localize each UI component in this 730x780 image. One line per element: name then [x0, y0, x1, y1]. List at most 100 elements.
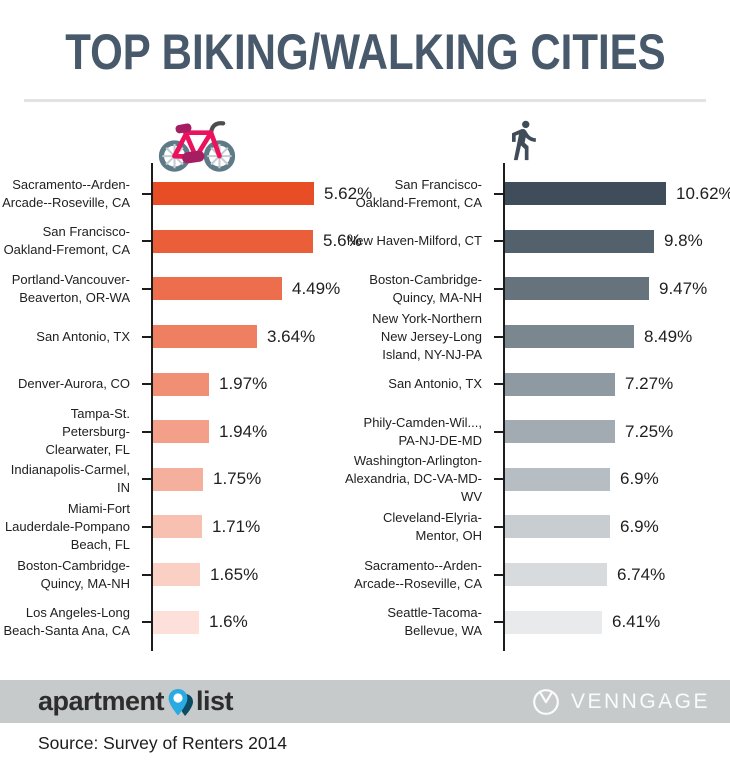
axis-tick-mark: [494, 573, 503, 576]
biking-chart-header: [0, 110, 365, 172]
value-bar: [153, 563, 200, 587]
category-label: San Francisco-Oakland-Fremont, CA: [3, 224, 130, 258]
value-bar: [153, 325, 257, 349]
venngage-logo[interactable]: VENNGAGE: [531, 687, 710, 717]
axis-tick-mark: [494, 240, 503, 243]
chart-row: Denver-Aurora, CO 1.97%: [0, 360, 365, 408]
category-label: Phily-Camden-Wil..., PA-NJ-DE-MD: [363, 414, 482, 448]
category-label: Tampa-St. Petersburg-Clearwater, FL: [45, 405, 130, 457]
axis-tick-mark: [494, 525, 503, 528]
chart-row: Sacramento--Arden-Arcade--Roseville, CA 6…: [354, 551, 730, 599]
value-bar: [153, 277, 282, 301]
chart-axis-line: [503, 163, 505, 651]
value-label: 5.62%: [324, 183, 373, 203]
charts-area: Sacramento--Arden-Arcade--Roseville, CA 5…: [0, 110, 730, 651]
value-bar: [505, 325, 634, 349]
value-label: 9.8%: [664, 231, 703, 251]
chart-row: Miami-Fort Lauderdale-Pompano Beach, FL 1…: [0, 500, 365, 552]
chart-row: San Antonio, TX 3.64%: [0, 313, 365, 361]
axis-tick-mark: [142, 478, 151, 481]
value-bar: [153, 229, 313, 253]
value-label: 7.27%: [625, 374, 674, 394]
chart-row: San Antonio, TX 7.27%: [365, 360, 730, 408]
chart-row: Seattle-Tacoma-Bellevue, WA 6.41%: [365, 598, 730, 646]
category-label: Boston-Cambridge-Quincy, MA-NH: [369, 271, 482, 305]
chart-row: San Francisco-Oakland-Fremont, CA 10.62%: [356, 170, 730, 218]
value-bar: [505, 563, 607, 587]
value-label: 1.94%: [219, 421, 268, 441]
axis-tick-mark: [494, 430, 503, 433]
axis-tick-mark: [142, 192, 151, 195]
chart-row: San Francisco-Oakland-Fremont, CA 5.6%: [0, 218, 365, 266]
category-label: Miami-Fort Lauderdale-Pompano Beach, FL: [4, 500, 130, 552]
chart-row: New Haven-Milford, CT 9.8%: [347, 218, 730, 266]
biking-chart: Sacramento--Arden-Arcade--Roseville, CA 5…: [0, 110, 372, 651]
axis-tick-mark: [494, 383, 503, 386]
axis-tick-mark: [142, 525, 151, 528]
axis-tick-mark: [142, 573, 151, 576]
value-bar: [505, 420, 615, 444]
value-bar: [153, 420, 209, 444]
category-label: Portland-Vancouver-Beaverton, OR-WA: [11, 271, 130, 305]
axis-tick-mark: [142, 383, 151, 386]
category-label: San Francisco-Oakland-Fremont, CA: [355, 176, 482, 210]
value-label: 5.6%: [323, 231, 362, 251]
value-label: 1.65%: [210, 564, 259, 584]
chart-row: Tampa-St. Petersburg-Clearwater, FL 1.94%: [0, 405, 365, 457]
map-pin-icon: [163, 686, 197, 720]
apartmentlist-word-left: apartment: [38, 686, 165, 716]
walking-chart-header: [365, 110, 730, 170]
apartmentlist-word-right: list: [196, 686, 234, 716]
value-label: 6.9%: [620, 516, 659, 536]
axis-tick-mark: [494, 335, 503, 338]
venngage-circle-icon: [531, 687, 561, 717]
value-bar: [153, 182, 314, 206]
chart-axis-line: [151, 163, 153, 651]
category-label: New York-Northern New Jersey-Long Island…: [372, 310, 482, 362]
chart-row: Phily-Camden-Wil..., PA-NJ-DE-MD 7.25%: [364, 408, 730, 456]
value-label: 4.49%: [292, 278, 341, 298]
axis-tick-mark: [494, 192, 503, 195]
category-label: San Antonio, TX: [388, 376, 482, 392]
value-label: 1.71%: [212, 516, 261, 536]
biking-bars: Sacramento--Arden-Arcade--Roseville, CA 5…: [0, 163, 372, 651]
value-bar: [505, 182, 666, 206]
bicycle-icon: [158, 121, 236, 172]
category-label: Cleveland-Elyria-Mentor, OH: [383, 509, 482, 543]
value-bar: [505, 229, 654, 253]
axis-tick-mark: [494, 287, 503, 290]
value-label: 3.64%: [267, 326, 316, 346]
value-label: 10.62%: [676, 183, 730, 203]
category-label: Washington-Arlington-Alexandria, DC-VA-M…: [344, 453, 482, 505]
chart-row: Portland-Vancouver-Beaverton, OR-WA 4.49%: [0, 265, 365, 313]
page-title-text: TOP BIKING/WALKING CITIES: [64, 24, 666, 80]
apartmentlist-logo[interactable]: apartment list: [38, 685, 234, 720]
chart-row: Washington-Arlington-Alexandria, DC-VA-M…: [345, 453, 730, 504]
axis-tick-mark: [142, 621, 151, 624]
walking-bars: San Francisco-Oakland-Fremont, CA 10.62% N…: [345, 163, 730, 651]
value-bar: [505, 277, 649, 301]
value-bar: [153, 515, 202, 539]
value-bar: [153, 610, 199, 634]
axis-tick-mark: [142, 430, 151, 433]
page-title: TOP BIKING/WALKING CITIES: [0, 0, 730, 80]
category-label: Sacramento--Arden-Arcade--Roseville, CA: [354, 557, 482, 591]
chart-row: Boston-Cambridge-Quincy, MA-NH 1.65%: [0, 551, 365, 599]
category-label: Boston-Cambridge-Quincy, MA-NH: [17, 557, 130, 591]
axis-tick-mark: [494, 478, 503, 481]
value-bar: [153, 372, 209, 396]
value-label: 9.47%: [659, 278, 708, 298]
value-label: 7.25%: [625, 421, 674, 441]
value-label: 1.75%: [213, 469, 262, 489]
category-label: Indianapolis-Carmel, IN: [10, 462, 130, 496]
axis-tick-mark: [142, 287, 151, 290]
value-label: 6.41%: [612, 612, 661, 632]
venngage-label: VENNGAGE: [570, 689, 710, 713]
value-bar: [505, 515, 610, 539]
value-label: 8.49%: [644, 326, 693, 346]
value-label: 6.74%: [617, 564, 666, 584]
chart-row: New York-Northern New Jersey-Long Island…: [365, 311, 730, 362]
axis-tick-mark: [494, 621, 503, 624]
value-label: 6.9%: [620, 469, 659, 489]
chart-row: Cleveland-Elyria-Mentor, OH 6.9%: [365, 503, 730, 551]
